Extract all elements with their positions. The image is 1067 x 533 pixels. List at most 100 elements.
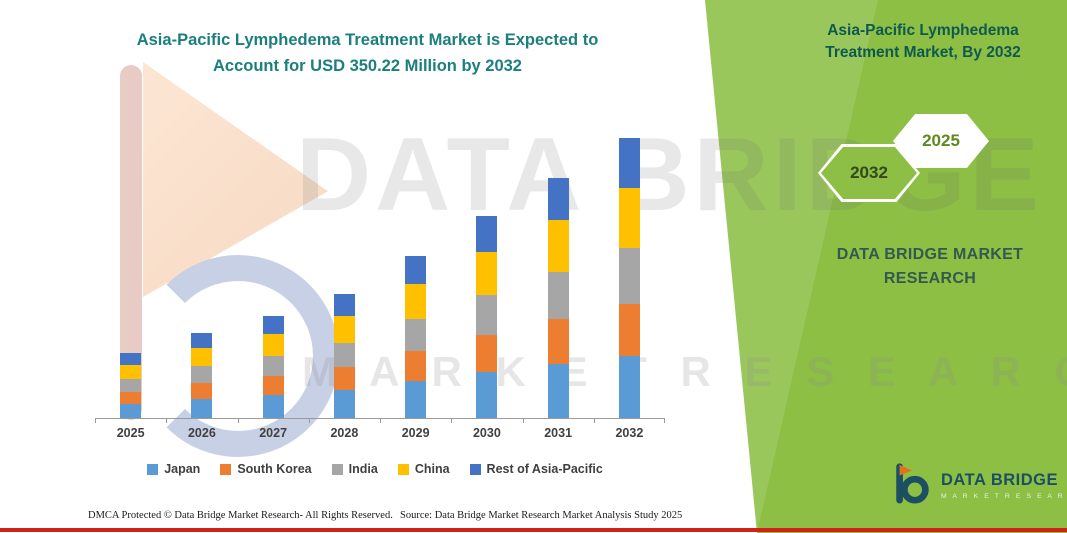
- hexagon-2032: 2032: [818, 144, 920, 202]
- bar-2031: [547, 178, 569, 418]
- bar-segment-india: [262, 355, 284, 376]
- legend-label: China: [414, 462, 450, 476]
- data-bridge-logo-icon: [891, 460, 933, 511]
- axis-tick: [664, 418, 665, 423]
- bar-segment-japan: [618, 355, 640, 418]
- legend-label: India: [348, 462, 378, 476]
- axis-tick: [522, 418, 524, 423]
- bar-segment-china: [405, 284, 427, 319]
- hexagon-2032-inner: 2032: [821, 147, 917, 199]
- source-note: Source: Data Bridge Market Research Mark…: [400, 510, 683, 521]
- bar-2027: [262, 315, 284, 418]
- plot-area: 2025 2026 2027 2028 2029 2030 2031 2032: [95, 130, 665, 440]
- bar-segment-rest-of-asia-pacific: [333, 294, 355, 317]
- bar-segment-japan: [262, 394, 284, 418]
- legend-swatch: [397, 463, 409, 475]
- bar-segment-india: [618, 248, 640, 304]
- bar-2029: [405, 255, 427, 418]
- legend-item-south-korea: South Korea: [220, 462, 312, 476]
- bar-segment-south-korea: [618, 303, 640, 356]
- bar-segment-rest-of-asia-pacific: [476, 215, 498, 252]
- panel-brand-text: DATA BRIDGE MARKET RESEARCH: [800, 243, 1060, 291]
- bar-segment-rest-of-asia-pacific: [262, 315, 284, 335]
- bar-2032: [618, 137, 640, 418]
- bar-segment-china: [547, 220, 569, 272]
- bar-segment-india: [333, 342, 355, 367]
- legend-label: Japan: [164, 462, 201, 476]
- company-logo-text: DATA BRIDGE M A R K E T R E S E A R C H: [941, 471, 1067, 500]
- bar-segment-japan: [547, 363, 569, 418]
- x-axis-label-2025: 2025: [116, 426, 145, 440]
- company-logo-name: DATA BRIDGE: [941, 471, 1059, 489]
- dmca-notice: DMCA Protected © Data Bridge Market Rese…: [88, 510, 393, 521]
- chart-title: Asia-Pacific Lymphedema Treatment Market…: [95, 28, 640, 79]
- bar-segment-china: [476, 251, 498, 295]
- watermark-subtext: M A R K E T R E S E A R C H: [302, 348, 1067, 395]
- hexagon-2025: 2025: [893, 114, 989, 168]
- bar-segment-japan: [120, 403, 142, 418]
- x-axis-label-2031: 2031: [544, 426, 573, 440]
- bar-2030: [476, 215, 498, 418]
- x-axis-label-2029: 2029: [401, 426, 430, 440]
- legend-swatch: [331, 463, 343, 475]
- bar-segment-south-korea: [120, 391, 142, 404]
- bar-segment-china: [618, 188, 640, 249]
- bar-segment-china: [262, 334, 284, 356]
- logo-watermark-stem: [120, 65, 142, 420]
- bar-segment-rest-of-asia-pacific: [547, 178, 569, 221]
- axis-tick: [237, 418, 239, 423]
- bar-segment-south-korea: [333, 366, 355, 390]
- bar-segment-china: [333, 316, 355, 343]
- company-logo-subtitle: M A R K E T R E S E A R C H: [941, 493, 1067, 500]
- legend-label: South Korea: [237, 462, 312, 476]
- bar-segment-japan: [405, 381, 427, 418]
- x-axis-label-2030: 2030: [472, 426, 501, 440]
- bar-segment-japan: [191, 398, 213, 418]
- bar-segment-rest-of-asia-pacific: [191, 333, 213, 349]
- axis-tick: [166, 418, 168, 423]
- bar-2025: [120, 353, 142, 418]
- bar-segment-south-korea: [547, 318, 569, 364]
- bar-segment-south-korea: [262, 375, 284, 395]
- company-logo: DATA BRIDGE M A R K E T R E S E A R C H: [891, 460, 1067, 511]
- bar-segment-south-korea: [191, 382, 213, 399]
- legend-item-china: China: [397, 462, 450, 476]
- hexagon-2025-label: 2025: [922, 131, 960, 150]
- x-axis-label-2028: 2028: [330, 426, 359, 440]
- legend-label: Rest of Asia-Pacific: [486, 462, 603, 476]
- bar-segment-south-korea: [476, 334, 498, 373]
- panel-title: Asia-Pacific Lymphedema Treatment Market…: [825, 22, 1021, 62]
- axis-tick: [593, 418, 595, 423]
- axis-tick: [308, 418, 310, 423]
- axis-tick: [380, 418, 381, 423]
- legend: Japan South Korea India China Rest of Asia-P…: [85, 462, 665, 476]
- bar-segment-rest-of-asia-pacific: [120, 353, 142, 366]
- legend-item-rest-of-asia-pacific: Rest of Asia-Pacific: [469, 462, 603, 476]
- legend-swatch: [469, 463, 481, 475]
- legend-swatch: [220, 463, 232, 475]
- bar-segment-india: [547, 271, 569, 319]
- bar-2026: [191, 333, 213, 418]
- legend-item-japan: Japan: [147, 462, 200, 476]
- hexagon-2032-label: 2032: [850, 163, 888, 182]
- x-axis-label-2026: 2026: [187, 426, 216, 440]
- panel-brand-line1: DATA BRIDGE MARKET: [836, 246, 1024, 263]
- chart-title-line1: Asia-Pacific Lymphedema Treatment Market…: [136, 31, 599, 49]
- chart-title-line2: Account for USD 350.22 Million by 2032: [212, 56, 522, 75]
- bar-segment-rest-of-asia-pacific: [618, 137, 640, 189]
- legend-swatch: [147, 463, 159, 475]
- bar-2028: [333, 294, 355, 418]
- bar-segment-japan: [476, 372, 498, 418]
- bar-segment-india: [191, 366, 213, 383]
- bar-segment-south-korea: [405, 350, 427, 382]
- axis-tick: [95, 418, 96, 423]
- bar-segment-india: [120, 378, 142, 392]
- panel-brand-line2: RESEARCH: [883, 270, 977, 287]
- bar-segment-china: [191, 348, 213, 367]
- legend-item-india: India: [331, 462, 378, 476]
- bar-segment-india: [476, 294, 498, 335]
- bar-segment-china: [120, 365, 142, 379]
- bar-segment-india: [405, 318, 427, 351]
